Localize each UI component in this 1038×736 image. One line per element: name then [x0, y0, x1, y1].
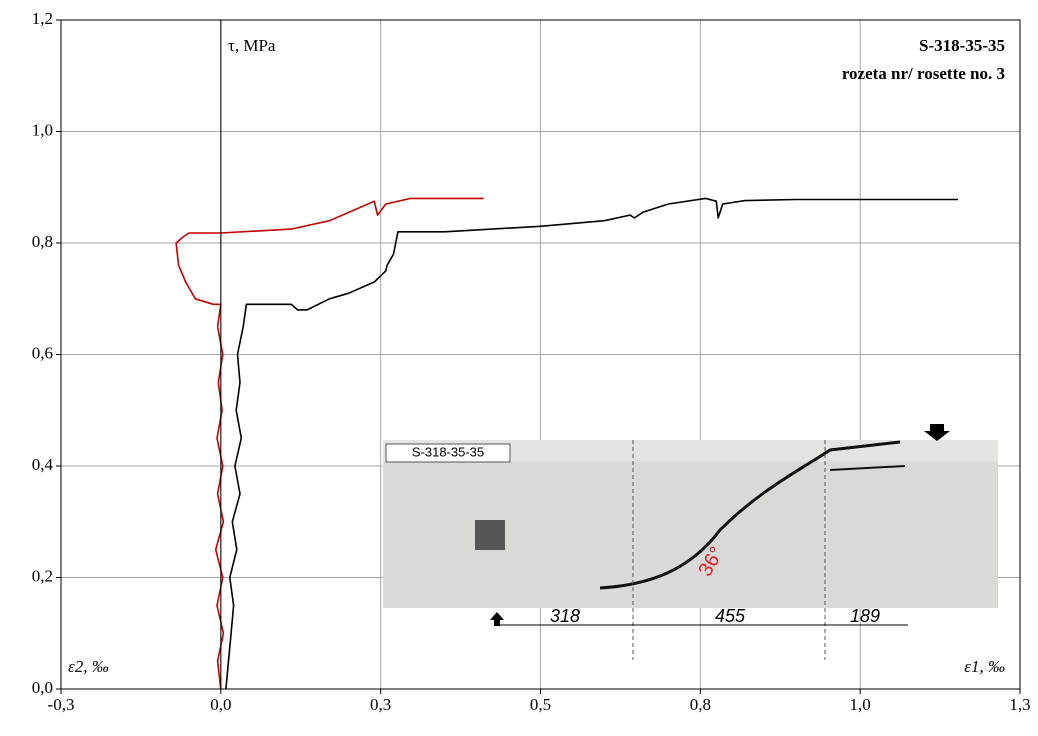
- x-tick-label: -0,3: [48, 695, 75, 714]
- y-tick-label: 0,8: [32, 232, 53, 251]
- chart-title: S-318-35-35: [919, 36, 1005, 55]
- y-tick-label: 0,6: [32, 343, 53, 362]
- x-axis-label: ε2, ‰: [68, 657, 109, 676]
- x-tick-label: 0,8: [690, 695, 711, 714]
- y-tick-label: 0,4: [32, 455, 54, 474]
- photo-inset: S-318-35-35 318 455 189 36°: [383, 424, 998, 660]
- crack: [599, 440, 901, 590]
- y-tick-label: 1,0: [32, 120, 53, 139]
- support-arrow: [490, 612, 504, 626]
- patch: [475, 520, 505, 550]
- y-tick-label: 1,2: [32, 9, 53, 28]
- data-line: [175, 197, 484, 690]
- beam-flange: [383, 440, 998, 462]
- inset-label: S-318-35-35: [412, 444, 484, 459]
- x-tick-label: 0,3: [370, 695, 391, 714]
- dimension-label: 189: [850, 606, 880, 626]
- plot-frame: [60, 19, 1021, 690]
- x-tick-label: 0,5: [530, 695, 551, 714]
- y-axis-label: τ, MPa: [228, 36, 276, 55]
- chart-subtitle: rozeta nr/ rosette no. 3: [842, 64, 1005, 83]
- y-tick-label: 0,2: [32, 566, 53, 585]
- x-tick-label: 1,3: [1009, 695, 1030, 714]
- x-tick-label: 0,0: [210, 695, 231, 714]
- data-line: [225, 197, 958, 690]
- y-tick-label: 0,0: [32, 678, 53, 697]
- x-tick-label: 1,0: [850, 695, 871, 714]
- x-axis-label: ε1, ‰: [964, 657, 1005, 676]
- dimension-label: 455: [715, 606, 746, 626]
- crack: [829, 465, 906, 471]
- load-arrow: [924, 424, 950, 441]
- label-box: [385, 443, 511, 463]
- dimension-label: 318: [550, 606, 580, 626]
